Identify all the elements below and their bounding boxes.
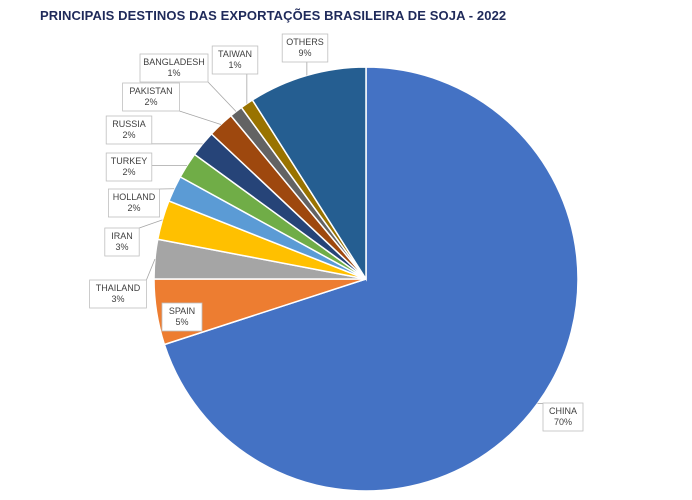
- label-box-thailand: [89, 279, 147, 309]
- slice-label-spain: SPAIN: [169, 306, 195, 316]
- label-box-bangladesh: [139, 53, 209, 83]
- slice-percent-iran: 3%: [115, 242, 128, 252]
- slice-label-russia: RUSSIA: [112, 119, 146, 129]
- slice-percent-spain: 5%: [175, 317, 188, 327]
- slice-label-holland: HOLLAND: [113, 192, 156, 202]
- label-box-spain: [161, 302, 203, 332]
- slice-label-pakistan: PAKISTAN: [129, 86, 172, 96]
- pie-slice-china: [163, 66, 579, 492]
- label-box-china: [542, 402, 584, 432]
- slice-label-bangladesh: BANGLADESH: [143, 57, 205, 67]
- label-box-others: [281, 33, 329, 63]
- label-box-turkey: [105, 152, 153, 182]
- label-box-pakistan: [122, 82, 180, 112]
- leader-line-iran: [139, 219, 163, 229]
- slice-label-china: CHINA: [549, 406, 577, 416]
- slice-percent-taiwan: 1%: [228, 60, 241, 70]
- slice-label-thailand: THAILAND: [96, 283, 141, 293]
- slice-percent-others: 9%: [298, 48, 311, 58]
- slice-label-others: OTHERS: [286, 37, 324, 47]
- slice-label-iran: IRAN: [111, 231, 133, 241]
- slice-percent-russia: 2%: [122, 130, 135, 140]
- slice-percent-thailand: 3%: [111, 294, 124, 304]
- slice-percent-china: 70%: [554, 417, 572, 427]
- slice-label-taiwan: TAIWAN: [218, 49, 252, 59]
- slice-percent-holland: 2%: [127, 203, 140, 213]
- leader-lines: [139, 62, 543, 405]
- chart-title: PRINCIPAIS DESTINOS DAS EXPORTAÇÕES BRAS…: [40, 8, 507, 23]
- slice-percent-pakistan: 2%: [144, 97, 157, 107]
- slice-percent-bangladesh: 1%: [167, 68, 180, 78]
- label-box-russia: [105, 115, 153, 145]
- slice-percent-turkey: 2%: [122, 167, 135, 177]
- pie-slices: [153, 66, 579, 492]
- leader-line-pakistan: [179, 110, 221, 125]
- slice-label-turkey: TURKEY: [111, 156, 148, 166]
- leader-line-thailand: [146, 258, 156, 281]
- label-box-iran: [104, 227, 140, 257]
- slice-labels: CHINA70%SPAIN5%THAILAND3%IRAN3%HOLLAND2%…: [89, 33, 584, 432]
- label-box-holland: [108, 188, 161, 218]
- leader-line-bangladesh: [207, 81, 237, 112]
- label-box-taiwan: [211, 45, 259, 75]
